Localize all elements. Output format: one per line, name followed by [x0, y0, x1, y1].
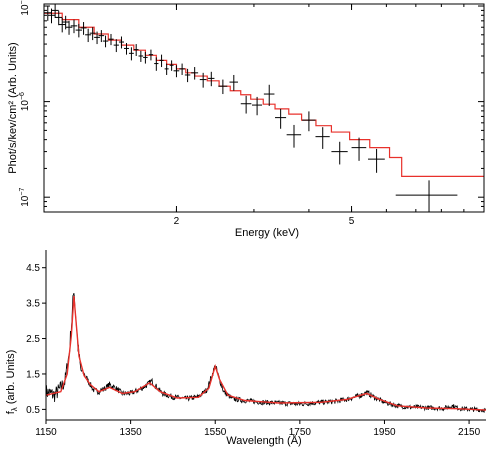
data-point [368, 148, 385, 173]
data-point [252, 96, 263, 116]
spectrum-trace [45, 292, 487, 413]
data-point [113, 39, 119, 53]
data-point [108, 33, 114, 46]
y-tick-label: 1.5 [26, 369, 40, 380]
plot-frame [43, 3, 485, 213]
data-point [102, 35, 109, 48]
data-point [138, 50, 144, 62]
data-point [191, 67, 199, 80]
y-tick-label: 10−6 [19, 92, 31, 111]
data-point [229, 74, 238, 91]
data-point [395, 180, 458, 212]
spectrum-line [45, 292, 487, 413]
x-axis-label: Wavelength (Å) [226, 434, 301, 447]
x-tick-label: 2150 [458, 427, 481, 438]
data-point [51, 4, 59, 18]
data-point [240, 95, 252, 114]
model-step-line [44, 12, 484, 178]
data-point [143, 52, 148, 64]
x-tick-label: 1950 [373, 427, 396, 438]
x-axis-label: Energy (keV) [235, 227, 299, 239]
data-point [286, 124, 302, 148]
uv-spectrum-chart: 1150 1350 1550 1750 1950 21500.51.52.53.54.5 … [5, 250, 487, 447]
data-point [159, 54, 164, 68]
data-point [65, 20, 73, 35]
y-tick-label: 0.5 [26, 405, 40, 416]
data-point [164, 63, 169, 75]
data-point [128, 47, 134, 61]
model-line [45, 295, 487, 411]
model-curve [44, 12, 484, 178]
x-tick-label: 5 [349, 216, 355, 227]
x-tick-label: 1150 [35, 427, 57, 438]
x-tick-label: 2 [174, 216, 180, 227]
x-tick-label: 1350 [119, 427, 142, 438]
x-tick-label: 1550 [204, 427, 227, 438]
data-point [199, 72, 207, 88]
data-point [263, 84, 275, 106]
data-point [58, 17, 66, 33]
x-tick-label: 1750 [289, 427, 312, 438]
data-point [118, 36, 125, 49]
data-point [302, 111, 316, 132]
data-point [315, 127, 330, 149]
y-tick-label: 4.5 [26, 263, 40, 274]
data-point [148, 49, 154, 61]
data-point [169, 60, 174, 71]
data-point [173, 65, 180, 78]
axes: 1150 1350 1550 1750 1950 2150 0.5 1.5 2.5 3.5 4.5 [26, 250, 486, 438]
data-point [124, 43, 129, 55]
data-point [351, 137, 367, 161]
data-point [44, 6, 52, 21]
xray-spectrum-chart: 2 5 10−5 10−6 10−7 Energy (keV) Phot/s/kev/c… [7, 0, 485, 239]
data-point [154, 57, 159, 71]
data-point [47, 8, 56, 24]
data-point [98, 30, 105, 43]
data-point [80, 22, 87, 35]
data-points [44, 4, 458, 212]
data-point [331, 141, 348, 165]
data-point [75, 23, 82, 38]
y-tick-label: 3.5 [26, 299, 40, 310]
data-point [275, 108, 287, 129]
model-trace [45, 295, 487, 411]
data-point [133, 44, 139, 57]
data-point [70, 19, 78, 34]
data-point [184, 68, 191, 83]
data-point [218, 79, 228, 95]
data-point [55, 10, 63, 26]
y-axis-label: fλ (arb. Units) [5, 350, 19, 415]
y-axis-label: Phot/s/kev/cm² (Arb. Units) [7, 42, 19, 173]
data-point [89, 27, 96, 41]
data-point [85, 28, 92, 43]
axes: 2 5 10−5 10−6 10−7 [19, 0, 485, 227]
y-tick-label: 10−5 [19, 0, 31, 16]
data-point [179, 63, 185, 75]
data-point [94, 31, 100, 45]
y-tick-label: 2.5 [26, 334, 40, 345]
data-point [208, 71, 215, 87]
y-tick-label: 10−7 [19, 188, 31, 207]
